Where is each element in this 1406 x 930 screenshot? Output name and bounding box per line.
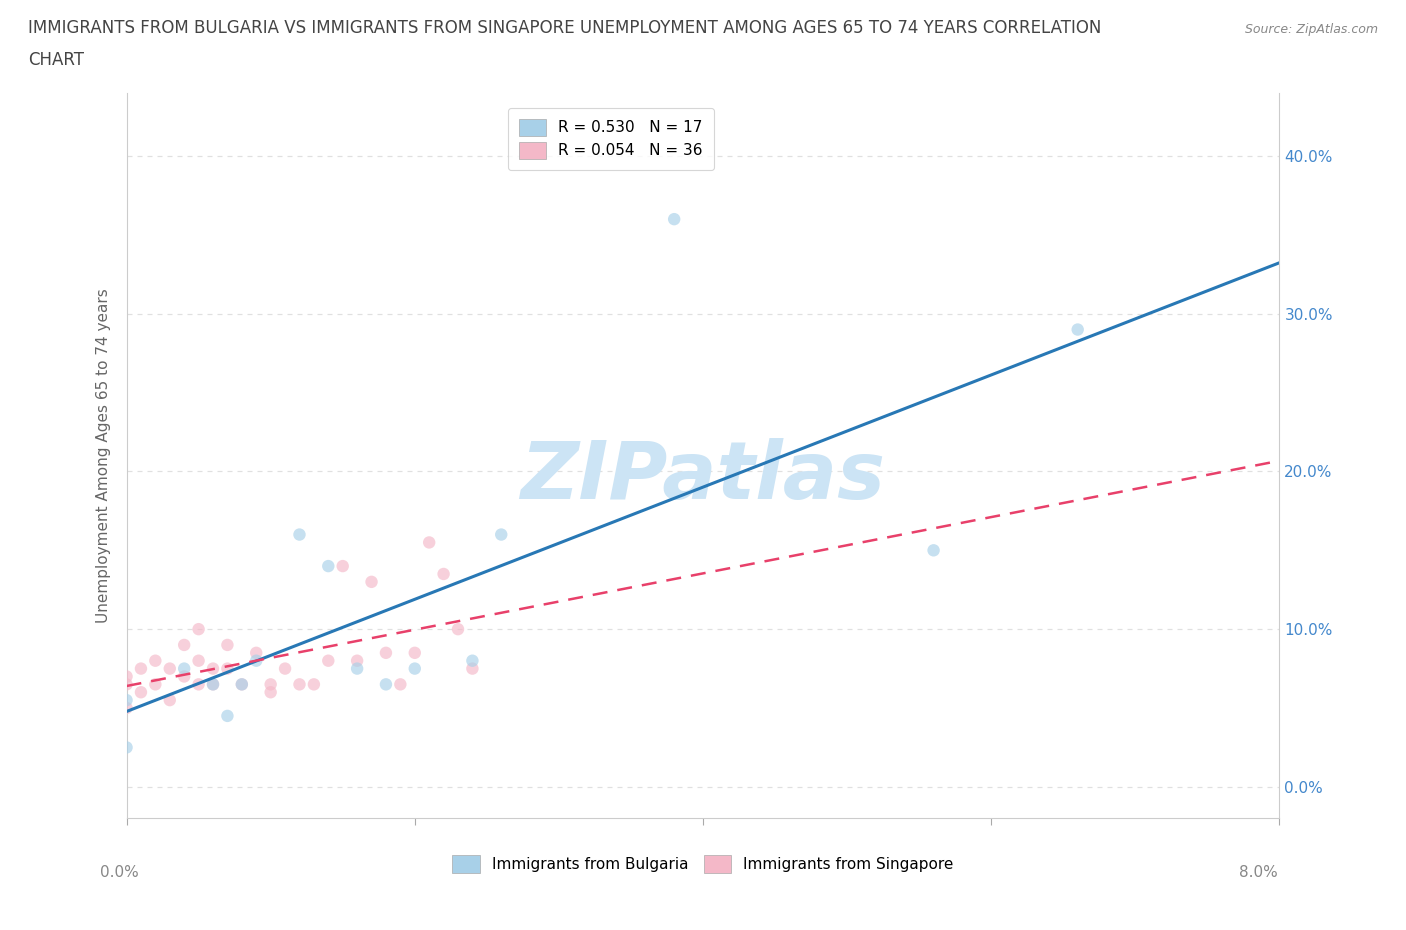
Point bbox=[173, 637, 195, 652]
Point bbox=[433, 566, 456, 581]
Text: IMMIGRANTS FROM BULGARIA VS IMMIGRANTS FROM SINGAPORE UNEMPLOYMENT AMONG AGES 65: IMMIGRANTS FROM BULGARIA VS IMMIGRANTS F… bbox=[28, 19, 1101, 36]
Text: 0.0%: 0.0% bbox=[100, 865, 139, 880]
Point bbox=[159, 693, 181, 708]
Point bbox=[447, 622, 470, 637]
Point bbox=[288, 677, 311, 692]
Point bbox=[418, 535, 440, 550]
Point bbox=[346, 653, 368, 668]
Point bbox=[231, 677, 253, 692]
Point bbox=[404, 661, 426, 676]
Point bbox=[115, 700, 138, 715]
Point bbox=[159, 661, 181, 676]
Point bbox=[259, 677, 281, 692]
Point bbox=[217, 637, 239, 652]
Point bbox=[115, 740, 138, 755]
Point bbox=[374, 645, 398, 660]
Point bbox=[332, 559, 354, 574]
Point bbox=[217, 661, 239, 676]
Point bbox=[202, 677, 225, 692]
Point bbox=[115, 669, 138, 684]
Point bbox=[187, 653, 209, 668]
Point bbox=[245, 645, 267, 660]
Point bbox=[461, 661, 484, 676]
Point bbox=[145, 653, 166, 668]
Text: ZIPatlas: ZIPatlas bbox=[520, 438, 886, 516]
Point bbox=[115, 677, 138, 692]
Point bbox=[461, 653, 484, 668]
Point bbox=[489, 527, 512, 542]
Text: CHART: CHART bbox=[28, 51, 84, 69]
Point bbox=[302, 677, 325, 692]
Text: Source: ZipAtlas.com: Source: ZipAtlas.com bbox=[1244, 23, 1378, 36]
Point bbox=[202, 677, 225, 692]
Point bbox=[1067, 322, 1090, 337]
Point bbox=[173, 661, 195, 676]
Point bbox=[664, 212, 686, 227]
Text: 8.0%: 8.0% bbox=[1239, 865, 1278, 880]
Point bbox=[374, 677, 398, 692]
Point bbox=[187, 677, 209, 692]
Point bbox=[274, 661, 297, 676]
Point bbox=[245, 653, 267, 668]
Point bbox=[360, 575, 382, 590]
Legend: Immigrants from Bulgaria, Immigrants from Singapore: Immigrants from Bulgaria, Immigrants fro… bbox=[441, 844, 965, 884]
Point bbox=[318, 559, 340, 574]
Point bbox=[129, 661, 152, 676]
Point bbox=[389, 677, 412, 692]
Point bbox=[173, 669, 195, 684]
Point bbox=[115, 693, 138, 708]
Point bbox=[145, 677, 166, 692]
Point bbox=[231, 677, 253, 692]
Point bbox=[202, 661, 225, 676]
Point bbox=[259, 684, 281, 699]
Point bbox=[288, 527, 311, 542]
Point bbox=[404, 645, 426, 660]
Point bbox=[922, 543, 945, 558]
Point bbox=[129, 684, 152, 699]
Point bbox=[318, 653, 340, 668]
Y-axis label: Unemployment Among Ages 65 to 74 years: Unemployment Among Ages 65 to 74 years bbox=[96, 288, 111, 623]
Point bbox=[187, 622, 209, 637]
Point bbox=[217, 709, 239, 724]
Point bbox=[346, 661, 368, 676]
